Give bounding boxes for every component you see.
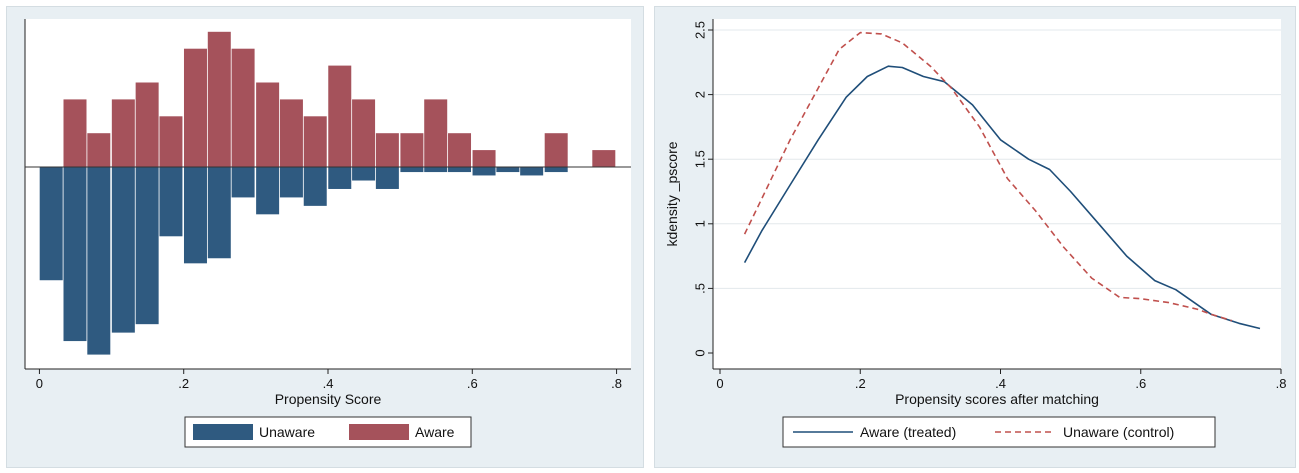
density-y-tick-label: 0 — [692, 349, 707, 356]
histogram-plot-area: 0 .2 .4 .6 .8 — [24, 19, 631, 391]
density-y-tick-label: 1.5 — [692, 150, 707, 168]
aware-bar — [352, 99, 376, 167]
histogram-x-tick-label: .2 — [178, 376, 189, 391]
aware-bar — [159, 116, 183, 167]
aware-bar — [328, 65, 352, 167]
unaware-bar — [63, 167, 87, 342]
unaware-bar — [111, 167, 135, 333]
unaware-bar — [520, 167, 544, 176]
legend-label-aware: Aware — [415, 424, 455, 440]
aware-bar — [87, 133, 111, 167]
mirrored-histogram-chart: 0 .2 .4 .6 .8 Propensity Score Unaware Aware — [24, 19, 631, 448]
density-x-tick-label: .8 — [1276, 376, 1287, 391]
density-y-axis-title: kdensity _pscore — [664, 141, 680, 246]
unaware-bar — [472, 167, 496, 176]
histogram-x-tick-label: .4 — [323, 376, 334, 391]
unaware-control-density-line — [743, 31, 1233, 322]
aware-treated-density-line — [743, 65, 1261, 330]
legend-label-aware-treated: Aware (treated) — [860, 424, 956, 440]
unaware-bar — [303, 167, 327, 206]
aware-bar — [424, 99, 448, 167]
legend-label-unaware: Unaware — [259, 424, 315, 440]
legend-swatch-unaware — [193, 424, 253, 440]
aware-bar — [111, 99, 135, 167]
aware-bar — [375, 133, 399, 167]
unaware-bar — [39, 167, 63, 281]
aware-bar — [544, 133, 568, 167]
unaware-bar — [448, 167, 472, 173]
density-y-tick-label: 2.5 — [692, 21, 707, 39]
histogram-x-axis-title: Propensity Score — [275, 391, 382, 407]
density-y-tick-label: .5 — [692, 283, 707, 294]
aware-bar — [183, 48, 207, 168]
density-legend: Aware (treated) Unaware (control) — [782, 416, 1216, 448]
histogram-panel: 0 .2 .4 .6 .8 Propensity Score Unaware Aware — [6, 6, 644, 468]
density-x-axis-title: Propensity scores after matching — [895, 391, 1099, 407]
legend-label-unaware-control: Unaware (control) — [1063, 424, 1174, 440]
unaware-bar — [375, 167, 399, 189]
histogram-legend: Unaware Aware — [184, 416, 472, 448]
unaware-bar — [207, 167, 231, 259]
density-plot-background — [713, 19, 1281, 369]
unaware-bar — [328, 167, 352, 189]
aware-bar — [279, 99, 303, 167]
histogram-x-tick-label: 0 — [36, 376, 43, 391]
unaware-bar — [279, 167, 303, 198]
unaware-bar — [400, 167, 424, 173]
unaware-bar — [544, 167, 568, 173]
aware-bar — [303, 116, 327, 167]
aware-bar — [63, 99, 87, 167]
aware-bar — [256, 82, 280, 167]
histogram-x-tick-label: .8 — [611, 376, 622, 391]
unaware-bar — [87, 167, 111, 355]
unaware-bar — [256, 167, 280, 215]
aware-bar — [135, 82, 159, 167]
density-y-tick-label: 2 — [692, 91, 707, 98]
density-x-tick-label: .4 — [995, 376, 1006, 391]
unaware-bar — [231, 167, 255, 198]
unaware-bar — [135, 167, 159, 325]
aware-bar — [592, 150, 616, 167]
aware-bar — [231, 48, 255, 168]
unaware-bar — [183, 167, 207, 264]
aware-bar — [207, 31, 231, 167]
density-panel: 0 .5 1 1.5 2 2.5 0 .2 .4 .6 .8 Propensity scores a… — [654, 6, 1296, 468]
density-y-tick-label: 1 — [692, 220, 707, 227]
kernel-density-chart: 0 .5 1 1.5 2 2.5 0 .2 .4 .6 .8 Propensity scores a… — [664, 19, 1286, 448]
legend-swatch-aware — [349, 424, 409, 440]
density-x-tick-label: 0 — [716, 376, 723, 391]
aware-bar — [472, 150, 496, 167]
unaware-bar — [424, 167, 448, 173]
density-x-tick-label: .2 — [855, 376, 866, 391]
histogram-x-tick-label: .6 — [467, 376, 478, 391]
unaware-bar — [159, 167, 183, 237]
unaware-bar — [496, 167, 520, 173]
density-plot-area: 0 .5 1 1.5 2 2.5 0 .2 .4 .6 .8 — [692, 19, 1286, 391]
unaware-bar — [352, 167, 376, 181]
density-x-tick-label: .6 — [1135, 376, 1146, 391]
aware-bar — [448, 133, 472, 167]
aware-bar — [400, 133, 424, 167]
